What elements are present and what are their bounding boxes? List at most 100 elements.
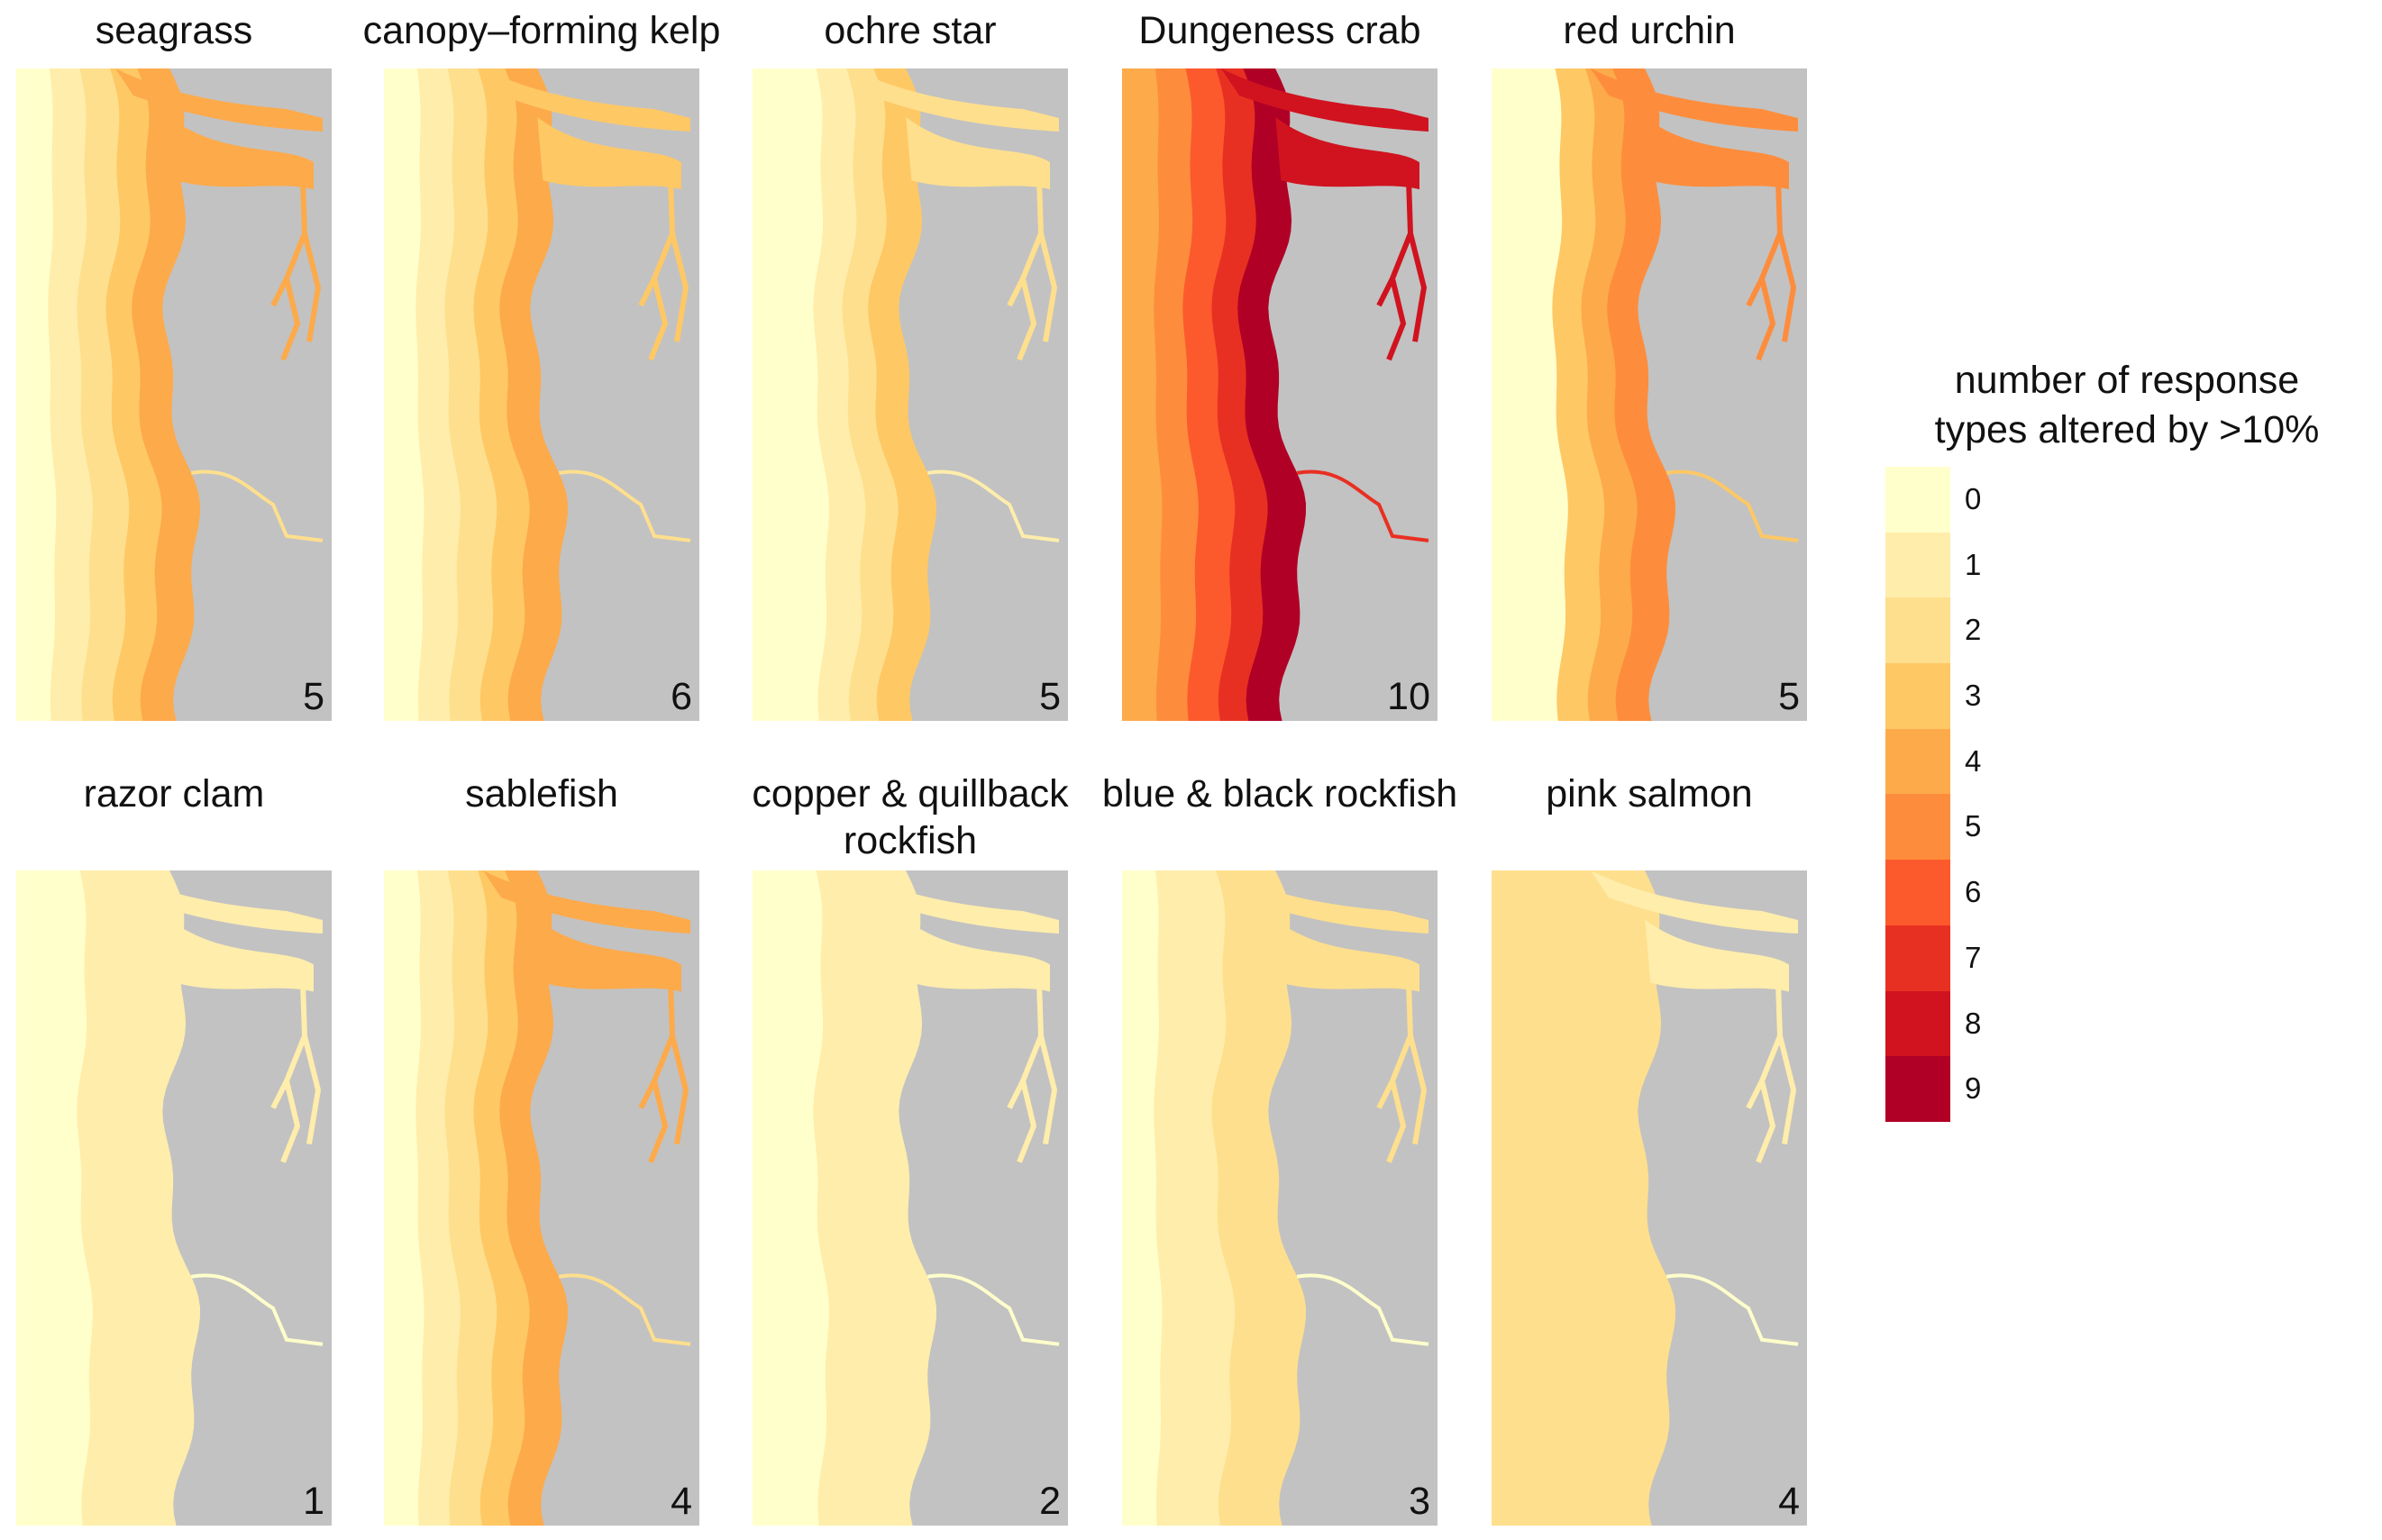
- map-panel: pink salmon 4: [1492, 0, 1807, 1540]
- legend-label: 9: [1965, 1071, 1982, 1106]
- ocean-band-1: [753, 870, 793, 1526]
- legend-swatch: [1885, 467, 1950, 533]
- legend-swatch: [1885, 990, 1950, 1057]
- nearshore-band: [1607, 870, 1675, 1526]
- panel-title: copper & quillback rockfish: [752, 772, 1069, 862]
- inland-sound-channels: [1007, 981, 1058, 1163]
- inland-sound-channels: [1376, 178, 1428, 361]
- legend-swatch: [1885, 925, 1950, 991]
- panel-count: 2: [1039, 1480, 1061, 1523]
- legend-swatch: [1885, 794, 1950, 861]
- nearshore-band: [132, 870, 200, 1526]
- panel-count: 4: [671, 1480, 692, 1523]
- northern-strait-water: [483, 68, 690, 132]
- ocean-band-1: [384, 68, 424, 721]
- legend-swatch: [1885, 532, 1950, 598]
- river-channel: [190, 1273, 324, 1346]
- map-panel-grid: seagrass 5 canopy–forming kelp 6 ochre star 5…: [16, 0, 1807, 1540]
- legend-labels: 0 1 2 3 4 5 6 7 8 9: [1965, 467, 2145, 1122]
- legend-label: 2: [1965, 613, 1982, 647]
- panel-count: 5: [1039, 675, 1061, 718]
- nearshore-band: [499, 68, 568, 721]
- strait-water: [1275, 919, 1419, 992]
- panel-title: seagrass: [95, 9, 253, 52]
- nearshore-band: [132, 68, 200, 721]
- legend: number of response types altered by >10%…: [1875, 356, 2379, 1131]
- legend-label: 1: [1965, 547, 1982, 581]
- map-graphic: [1492, 68, 1799, 721]
- map-area: 10: [1122, 68, 1437, 721]
- map-panel: canopy–forming kelp 6: [363, 0, 720, 1540]
- northern-strait-water: [852, 870, 1059, 934]
- map-graphic: [16, 68, 324, 721]
- panel-count: 10: [1387, 675, 1430, 718]
- panel-count: 6: [671, 675, 692, 718]
- ocean-band-1: [1492, 68, 1532, 721]
- ocean-band-1: [1122, 870, 1163, 1526]
- northern-strait-water: [115, 68, 323, 132]
- nearshore-band: [1607, 68, 1675, 721]
- strait-water: [906, 117, 1050, 190]
- river-channel: [1296, 1273, 1429, 1346]
- northern-strait-water: [852, 68, 1059, 132]
- legend-label: 4: [1965, 743, 1982, 778]
- legend-swatch: [1885, 728, 1950, 795]
- river-channel: [1296, 469, 1429, 542]
- map-panel: red urchin 5: [1492, 0, 1807, 1540]
- river-channel: [926, 1273, 1060, 1346]
- map-panel: sablefish 4: [384, 0, 699, 1540]
- panel-count: 3: [1409, 1480, 1430, 1523]
- legend-color-bar: [1885, 467, 1950, 1122]
- panel-title: blue & black rockfish: [1101, 772, 1458, 816]
- panel-title: canopy–forming kelp: [362, 9, 721, 52]
- legend-label: 8: [1965, 1006, 1982, 1040]
- legend-label: 7: [1965, 940, 1982, 974]
- map-panel: ochre star 5: [753, 0, 1068, 1540]
- inland-sound-channels: [270, 981, 322, 1163]
- river-channel: [1666, 469, 1799, 542]
- map-area: 1: [16, 870, 332, 1526]
- map-graphic: [384, 870, 691, 1526]
- legend-swatch: [1885, 663, 1950, 729]
- ocean-band-1: [16, 870, 57, 1526]
- map-panel: Dungeness crab 10: [1122, 0, 1437, 1540]
- legend-label: 5: [1965, 809, 1982, 843]
- northern-strait-water: [1591, 870, 1798, 934]
- northern-strait-water: [1591, 68, 1798, 132]
- river-channel: [558, 1273, 691, 1346]
- northern-strait-water: [483, 870, 690, 934]
- legend-swatch: [1885, 1056, 1950, 1122]
- strait-water: [537, 919, 681, 992]
- strait-water: [906, 919, 1050, 992]
- inland-sound-channels: [270, 178, 322, 361]
- map-graphic: [753, 68, 1060, 721]
- northern-strait-water: [1221, 68, 1428, 132]
- strait-water: [1275, 117, 1419, 190]
- nearshore-band: [868, 68, 936, 721]
- map-panel: blue & black rockfish 3: [1102, 0, 1457, 1540]
- river-channel: [190, 469, 324, 542]
- inland-sound-channels: [1746, 981, 1797, 1163]
- panel-count: 1: [303, 1480, 324, 1523]
- nearshore-band: [1237, 68, 1306, 721]
- panel-title: razor clam: [83, 772, 265, 816]
- panel-count: 5: [303, 675, 324, 718]
- panel-title: sablefish: [465, 772, 618, 816]
- map-graphic: [16, 870, 324, 1526]
- river-channel: [1666, 1273, 1799, 1346]
- map-graphic: [753, 870, 1060, 1526]
- map-area: 6: [384, 68, 699, 721]
- strait-water: [169, 117, 314, 190]
- inland-sound-channels: [1007, 178, 1058, 361]
- legend-swatch: [1885, 597, 1950, 664]
- strait-water: [169, 919, 314, 992]
- panel-title: pink salmon: [1546, 772, 1753, 816]
- river-channel: [558, 469, 691, 542]
- inland-sound-channels: [638, 981, 689, 1163]
- map-area: 4: [1492, 870, 1807, 1526]
- map-panel: razor clam 1: [16, 0, 332, 1540]
- map-panel: seagrass 5: [16, 0, 332, 1540]
- map-area: 5: [753, 68, 1068, 721]
- legend-label: 6: [1965, 875, 1982, 909]
- panel-title: ochre star: [824, 9, 997, 52]
